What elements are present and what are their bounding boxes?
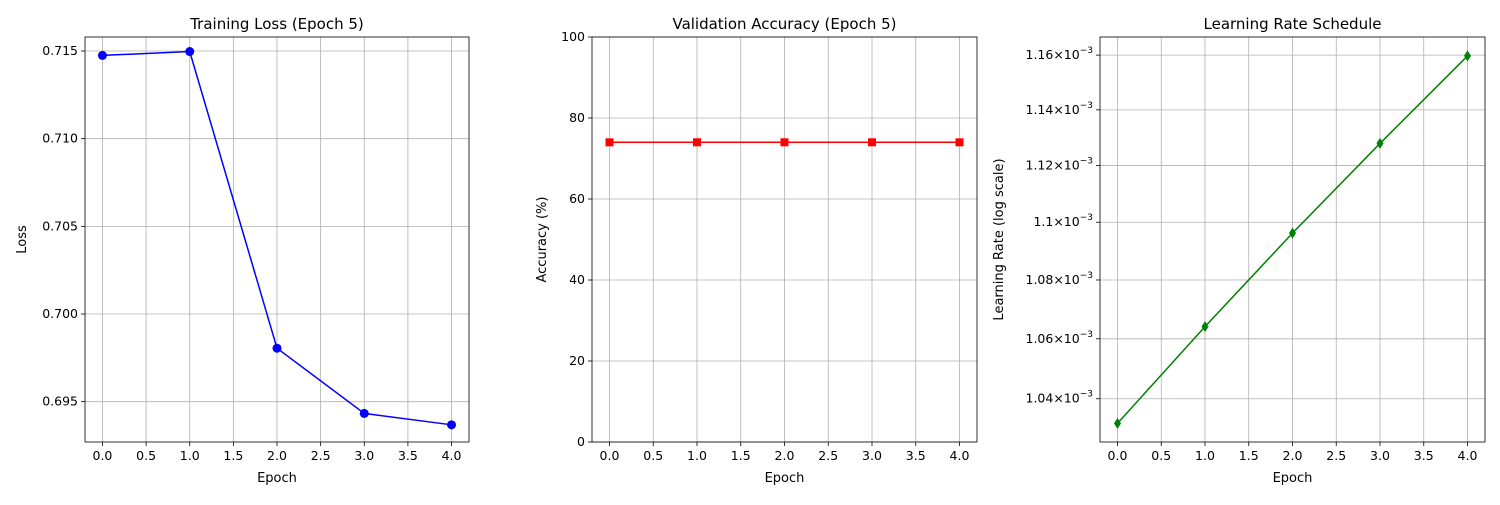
y-axis-label: Learning Rate (log scale) <box>992 158 1007 320</box>
y-tick-label: 1.1×10−3 <box>1033 213 1093 229</box>
data-point <box>359 408 369 418</box>
x-tick-label: 2.5 <box>818 448 838 463</box>
axes-frame <box>1099 36 1486 443</box>
data-point <box>1289 227 1296 239</box>
x-tick-label: 3.5 <box>398 448 418 463</box>
x-tick-label: 4.0 <box>950 448 970 463</box>
data-point <box>1201 321 1209 333</box>
y-tick-label: 0.700 <box>42 306 78 321</box>
y-tick-label: 0.695 <box>42 394 78 409</box>
data-point <box>185 47 195 57</box>
x-tick-label: 3.0 <box>354 448 374 463</box>
x-tick-label: 0.5 <box>643 448 663 463</box>
x-tick-label: 1.0 <box>1195 448 1215 463</box>
data-point <box>868 138 876 147</box>
x-tick-label: 2.5 <box>1326 448 1346 463</box>
y-tick-label: 60 <box>569 191 585 206</box>
data-point <box>1114 417 1121 429</box>
y-tick-label: 100 <box>561 29 585 44</box>
y-tick-label: 1.08×10−3 <box>1026 271 1094 287</box>
subplot-3: 0.0 0.5 1.0 1.5 2.0 2.5 3.0 3.5 4.0 1.04×10−3 1.06… <box>992 15 1486 486</box>
subplot-2: 0.0 0.5 1.0 1.5 2.0 2.5 3.0 3.5 4.0 0 20 40 60 80 100 V… <box>535 15 978 486</box>
data-point <box>97 50 107 60</box>
x-tick-label: 4.0 <box>1458 448 1478 463</box>
chart-title: Training Loss (Epoch 5) <box>189 15 364 33</box>
y-axis-label: Accuracy (%) <box>535 197 550 283</box>
y-tick-label: 0 <box>577 434 585 449</box>
data-point <box>693 138 701 147</box>
x-tick-label: 3.0 <box>1370 448 1390 463</box>
x-tick-label: 3.5 <box>1414 448 1434 463</box>
y-axis-label: Loss <box>15 225 30 254</box>
x-tick-label: 0.0 <box>600 448 620 463</box>
y-tick-label: 1.14×10−3 <box>1026 101 1094 117</box>
y-tick-label: 1.04×10−3 <box>1026 390 1094 406</box>
x-tick-label: 0.5 <box>136 448 156 463</box>
y-tick-label: 0.710 <box>42 131 78 146</box>
x-tick-label: 0.0 <box>1108 448 1128 463</box>
chart-title: Learning Rate Schedule <box>1204 15 1382 33</box>
x-axis-label: Epoch <box>257 471 297 486</box>
x-tick-label: 2.0 <box>775 448 795 463</box>
x-tick-label: 2.5 <box>311 448 331 463</box>
x-axis-label: Epoch <box>1273 471 1313 486</box>
data-point <box>1464 50 1471 62</box>
x-tick-label: 1.0 <box>180 448 200 463</box>
axes-frame <box>84 36 470 443</box>
y-tick-label: 1.06×10−3 <box>1026 330 1094 346</box>
x-tick-label: 1.5 <box>223 448 243 463</box>
y-tick-label: 40 <box>569 272 585 287</box>
y-tick-label: 20 <box>569 353 585 368</box>
x-tick-label: 3.0 <box>862 448 882 463</box>
x-axis-label: Epoch <box>765 471 805 486</box>
x-tick-label: 0.5 <box>1151 448 1171 463</box>
axes-frame <box>591 36 978 443</box>
x-tick-label: 1.5 <box>1239 448 1259 463</box>
y-tick-label: 1.16×10−3 <box>1026 46 1094 62</box>
data-point <box>605 138 614 147</box>
x-tick-label: 1.0 <box>687 448 707 463</box>
x-tick-label: 3.5 <box>906 448 926 463</box>
x-tick-label: 2.0 <box>267 448 287 463</box>
data-point <box>447 420 457 430</box>
x-tick-label: 2.0 <box>1283 448 1303 463</box>
data-point <box>272 343 282 353</box>
y-tick-label: 0.715 <box>42 43 78 58</box>
y-tick-label: 80 <box>569 110 585 125</box>
subplot-1: 0.0 0.5 1.0 1.5 2.0 2.5 3.0 3.5 4.0 0.695 0.700 0.7… <box>15 15 470 486</box>
data-point <box>1376 137 1384 149</box>
chart-title: Validation Accuracy (Epoch 5) <box>672 15 896 33</box>
y-tick-label: 1.12×10−3 <box>1026 157 1094 173</box>
data-point <box>780 138 789 147</box>
data-point <box>955 138 964 147</box>
x-tick-label: 4.0 <box>442 448 462 463</box>
y-tick-label: 0.705 <box>42 218 78 233</box>
x-tick-label: 0.0 <box>93 448 113 463</box>
x-tick-label: 1.5 <box>731 448 751 463</box>
